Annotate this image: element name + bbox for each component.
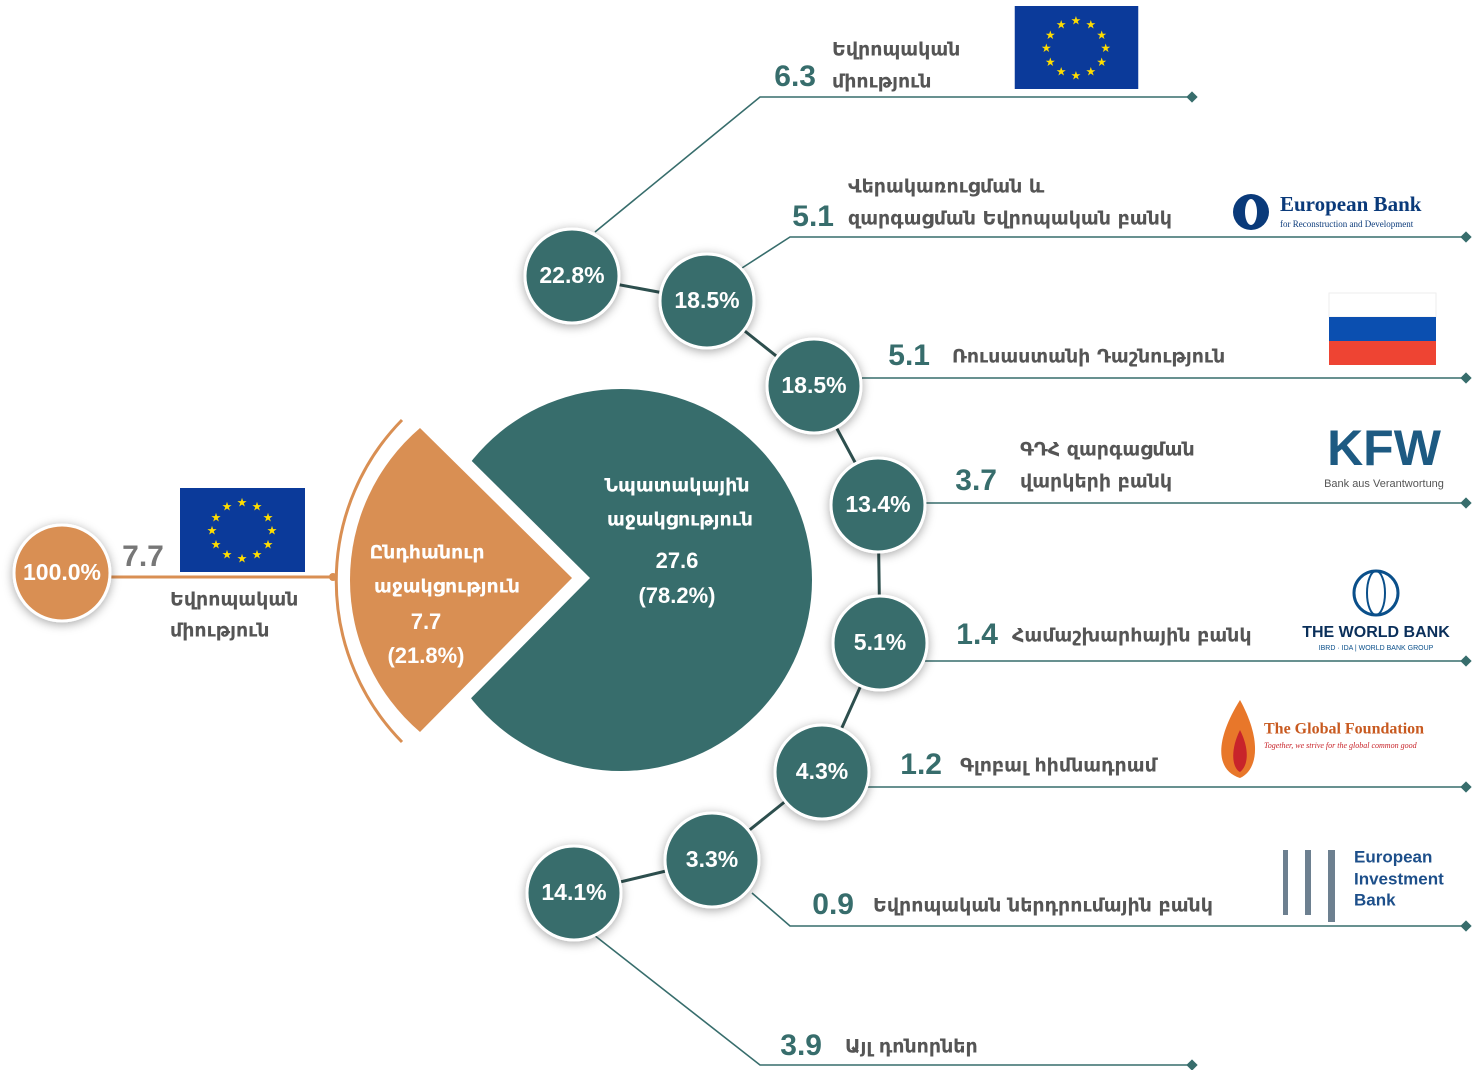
donor-name: միություն bbox=[832, 71, 931, 93]
share-label: 13.4% bbox=[845, 491, 910, 517]
donor-name: Եվրոպական bbox=[832, 39, 960, 61]
general-segment bbox=[349, 428, 572, 732]
general-label: աջակցություն bbox=[374, 576, 520, 598]
donor-name: Այլ դոնորներ bbox=[845, 1036, 978, 1058]
logo-text: THE WORLD BANK bbox=[1302, 624, 1450, 641]
donor-value: 1.4 bbox=[956, 618, 998, 651]
flag-red bbox=[1329, 341, 1436, 365]
eib-bars bbox=[1283, 850, 1335, 922]
share-label: 4.3% bbox=[796, 758, 848, 784]
source-value: 7.7 bbox=[122, 540, 164, 573]
logo-text: KFW bbox=[1327, 420, 1442, 476]
share-label: 14.1% bbox=[541, 879, 606, 905]
source-name: Եվրոպական bbox=[170, 589, 298, 611]
share-circle bbox=[658, 252, 756, 350]
gf-flame bbox=[1233, 730, 1247, 772]
targeted-value: 27.6 bbox=[656, 548, 699, 573]
donor-name: ԳԴՀ զարգացման bbox=[1020, 439, 1195, 461]
donor-name: Ռուսաստանի Դաշնություն bbox=[952, 346, 1225, 368]
donor-name: Վերակառուցման և bbox=[848, 176, 1045, 198]
targeted-share: (78.2%) bbox=[638, 583, 715, 608]
targeted-segment bbox=[430, 389, 812, 771]
general-label: Ընդհանուր bbox=[369, 542, 484, 564]
logo-text: for Reconstruction and Development bbox=[1280, 219, 1414, 229]
wb-globe bbox=[1366, 570, 1386, 616]
share-label: 22.8% bbox=[539, 262, 604, 288]
eu-flag bbox=[180, 488, 305, 572]
flag-blue bbox=[1329, 317, 1436, 341]
diamonds bbox=[1186, 91, 1472, 1070]
general-value: 7.7 bbox=[411, 609, 442, 634]
eu-flag bbox=[1014, 6, 1139, 89]
targeted-label: Նպատակային bbox=[604, 475, 749, 497]
share-circle bbox=[765, 337, 863, 435]
logo-text: The Global Foundation bbox=[1264, 721, 1424, 738]
share-circle bbox=[523, 227, 621, 325]
ebrd-mark bbox=[1245, 199, 1257, 225]
source-circle bbox=[12, 523, 112, 623]
share-label: 18.5% bbox=[674, 287, 739, 313]
donors: 22.8% 6.3 Եվրոպական միություն 18.5% 5.1 Վերակա… bbox=[523, 39, 1252, 1062]
logo-text: IBRD · IDA | WORLD BANK GROUP bbox=[1319, 645, 1434, 652]
flag-white bbox=[1328, 292, 1437, 318]
share-circle bbox=[829, 456, 927, 554]
targeted-label: աջակցություն bbox=[607, 509, 753, 531]
donor-name: Գլոբալ հիմնադրամ bbox=[960, 755, 1159, 777]
logo-text: Investment bbox=[1354, 869, 1444, 888]
general-share: (21.8%) bbox=[387, 643, 464, 668]
donor-name: Եվրոպական ներդրումային բանկ bbox=[873, 895, 1213, 917]
share-label: 5.1% bbox=[854, 629, 906, 655]
donor-value: 6.3 bbox=[774, 60, 816, 93]
logo-text: Bank aus Verantwortung bbox=[1324, 478, 1444, 490]
donor-value: 3.9 bbox=[780, 1029, 822, 1062]
logo-text: European Bank bbox=[1280, 192, 1422, 216]
source-name: միություն bbox=[170, 620, 269, 642]
logo-text: Together, we strive for the global commo… bbox=[1264, 741, 1418, 750]
donor-value: 3.7 bbox=[955, 464, 997, 497]
donor-value: 5.1 bbox=[888, 339, 930, 372]
share-label: 18.5% bbox=[781, 372, 846, 398]
share-circle bbox=[663, 811, 761, 909]
donor-name: զարգացման Եվրոպական բանկ bbox=[848, 208, 1172, 230]
share-circle bbox=[773, 723, 871, 821]
wb-globe bbox=[1352, 569, 1400, 617]
donor-name: վարկերի բանկ bbox=[1020, 471, 1172, 493]
donor-value: 0.9 bbox=[812, 888, 854, 921]
share-circle bbox=[831, 594, 929, 692]
source-share: 100.0% bbox=[23, 559, 101, 585]
donor-value: 5.1 bbox=[792, 200, 834, 233]
logo-text: Bank bbox=[1354, 890, 1396, 909]
donor-value: 1.2 bbox=[900, 748, 942, 781]
arc-outline bbox=[334, 418, 404, 744]
share-circle bbox=[525, 844, 623, 942]
donor-name: Համաշխարհային բանկ bbox=[1012, 625, 1252, 647]
logo-text: European bbox=[1354, 847, 1432, 866]
share-label: 3.3% bbox=[686, 846, 738, 872]
leaders bbox=[593, 96, 1465, 1066]
